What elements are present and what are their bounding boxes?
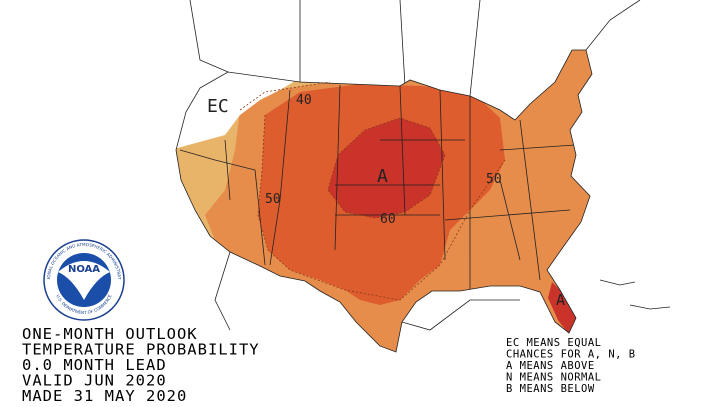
title-line: VALID JUN 2020 bbox=[22, 372, 167, 390]
title-line: TEMPERATURE PROBABILITY bbox=[22, 341, 260, 359]
probability-zones bbox=[176, 50, 592, 352]
legend-line: B MEANS BELOW bbox=[506, 383, 595, 395]
title-line: ONE-MONTH OUTLOOK bbox=[22, 325, 198, 343]
zone-60 bbox=[328, 118, 445, 218]
us-outline bbox=[175, 49, 593, 353]
neighbour-borders bbox=[189, 0, 671, 331]
state-borders bbox=[179, 84, 576, 290]
legend-line: CHANCES FOR A, N, B bbox=[506, 349, 636, 361]
map-label: 40 bbox=[296, 93, 312, 108]
logo-ring-top: NATIONAL OCEANIC AND ATMOSPHERIC ADMINIS… bbox=[0, 0, 122, 280]
legend-line: A MEANS ABOVE bbox=[506, 360, 595, 372]
logo-gull bbox=[58, 261, 110, 300]
legend-line: EC MEANS EQUAL bbox=[506, 337, 602, 349]
logo-ring-text: NATIONAL OCEANIC AND ATMOSPHERIC ADMINIS… bbox=[0, 0, 122, 280]
noaa-logo: NOAA NATIONAL OCEANIC AND ATMOSPHERIC AD… bbox=[0, 0, 125, 321]
map-label: EC bbox=[207, 96, 229, 117]
map-label: 60 bbox=[380, 212, 396, 227]
title-line: MADE 31 MAY 2020 bbox=[22, 387, 187, 405]
map-label: A bbox=[377, 166, 388, 187]
logo-text: NOAA bbox=[68, 264, 100, 275]
map-label: 50 bbox=[265, 192, 281, 207]
contours bbox=[239, 81, 506, 301]
map-label: 50 bbox=[486, 172, 502, 187]
map-label: A bbox=[556, 291, 565, 309]
legend-line: N MEANS NORMAL bbox=[506, 372, 602, 384]
title-line: 0.0 MONTH LEAD bbox=[22, 356, 167, 374]
zone-florida bbox=[548, 282, 578, 336]
